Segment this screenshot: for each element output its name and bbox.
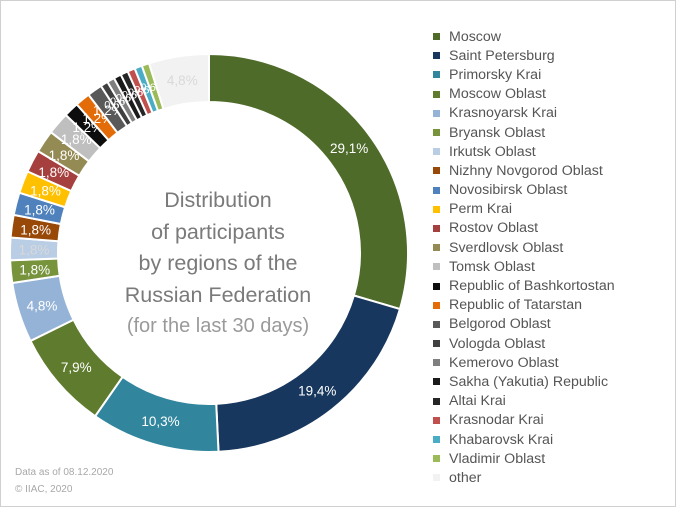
legend-swatch: [433, 109, 440, 117]
legend-label: Republic of Tatarstan: [449, 297, 583, 314]
legend-item: Vladimir Oblast: [433, 449, 615, 468]
slice-label: 1,8%: [24, 203, 55, 218]
data-date-note: Data as of 08.12.2020: [15, 467, 114, 478]
chart-subtitle: (for the last 30 days): [126, 315, 310, 337]
slice-label: 1,8%: [61, 132, 92, 147]
legend-label: Kemerovo Oblast: [449, 354, 559, 371]
legend-swatch: [433, 205, 440, 213]
legend-item: Republic of Tatarstan: [433, 296, 615, 315]
legend-swatch: [433, 148, 440, 156]
legend-label: Krasnodar Krai: [449, 412, 544, 429]
legend-item: Kemerovo Oblast: [433, 353, 615, 372]
title-line: of participants: [151, 219, 285, 244]
slice-label: 1,8%: [30, 184, 61, 199]
legend-item: Moscow: [433, 27, 615, 46]
legend-item: Krasnoyarsk Krai: [433, 104, 615, 123]
legend-item: Rostov Oblast: [433, 219, 615, 238]
legend-swatch: [433, 71, 440, 79]
legend-label: Moscow: [449, 28, 502, 45]
legend-item: Sakha (Yakutia) Republic: [433, 372, 615, 391]
legend-item: Novosibirsk Oblast: [433, 181, 615, 200]
legend-label: Bryansk Oblast: [449, 124, 546, 141]
legend-label: Saint Petersburg: [449, 47, 555, 64]
slice-label: 1,8%: [38, 165, 69, 180]
legend-swatch: [433, 416, 440, 424]
slice-label: 7,9%: [61, 360, 92, 375]
legend-item: Irkutsk Oblast: [433, 142, 615, 161]
slice-label: 4,8%: [167, 73, 198, 88]
legend-item: Bryansk Oblast: [433, 123, 615, 142]
legend-swatch: [433, 455, 440, 463]
legend-swatch: [433, 397, 440, 405]
slice-label: 1,8%: [19, 242, 50, 257]
slice-label: 29,1%: [330, 141, 368, 156]
legend-swatch: [433, 244, 440, 252]
legend-swatch: [433, 436, 440, 444]
legend-label: Nizhny Novgorod Oblast: [449, 162, 603, 179]
slice-label: 1,8%: [20, 222, 51, 237]
legend-label: Republic of Bashkortostan: [449, 278, 615, 295]
legend-swatch: [433, 33, 440, 41]
legend-label: Primorsky Krai: [449, 66, 542, 83]
legend-item: Altai Krai: [433, 392, 615, 411]
legend-swatch: [433, 167, 440, 175]
legend-swatch: [433, 474, 440, 482]
legend-swatch: [433, 301, 440, 309]
legend-label: Sverdlovsk Oblast: [449, 239, 564, 256]
legend-item: Republic of Bashkortostan: [433, 276, 615, 295]
legend-item: Tomsk Oblast: [433, 257, 615, 276]
title-line: by regions of the: [138, 251, 298, 275]
legend-item: Sverdlovsk Oblast: [433, 238, 615, 257]
copyright-note: © IIAC, 2020: [15, 484, 73, 495]
title-line: Distribution: [164, 188, 272, 212]
legend-item: Vologda Oblast: [433, 334, 615, 353]
legend-swatch: [433, 52, 440, 60]
legend-item: Moscow Oblast: [433, 85, 615, 104]
legend-label: Perm Krai: [449, 201, 513, 218]
slice-label: 19,4%: [298, 384, 336, 399]
title-line: Russian Federation: [124, 282, 312, 307]
legend-label: Vladimir Oblast: [449, 450, 546, 467]
legend-label: Moscow Oblast: [449, 86, 546, 103]
legend-label: other: [449, 469, 482, 486]
legend-swatch: [433, 129, 440, 137]
slice-label: 10,3%: [141, 414, 179, 429]
legend-swatch: [433, 282, 440, 290]
legend-item: other: [433, 468, 615, 487]
legend-swatch: [433, 186, 440, 194]
legend-item: Nizhny Novgorod Oblast: [433, 161, 615, 180]
legend-label: Altai Krai: [449, 393, 506, 410]
legend-label: Sakha (Yakutia) Republic: [449, 373, 609, 390]
legend-item: Primorsky Krai: [433, 65, 615, 84]
legend-item: Krasnodar Krai: [433, 411, 615, 430]
slice-label: 1,8%: [19, 262, 50, 277]
legend-label: Novosibirsk Oblast: [449, 182, 568, 199]
legend-label: Tomsk Oblast: [449, 258, 535, 275]
legend-swatch: [433, 340, 440, 348]
legend-label: Belgorod Oblast: [449, 316, 551, 333]
legend-item: Perm Krai: [433, 200, 615, 219]
legend-label: Khabarovsk Krai: [449, 431, 554, 448]
legend-swatch: [433, 90, 440, 98]
legend-swatch: [433, 359, 440, 367]
chart-center-title: Distribution of participants by regions …: [93, 185, 343, 343]
legend-item: Khabarovsk Krai: [433, 430, 615, 449]
legend-label: Krasnoyarsk Krai: [449, 105, 558, 122]
legend-swatch: [433, 224, 440, 232]
chart-legend: Moscow Saint Petersburg Primorsky Krai Mosc…: [433, 27, 615, 488]
legend-swatch: [433, 320, 440, 328]
legend-label: Vologda Oblast: [449, 335, 546, 352]
slice-label: 1,8%: [49, 148, 80, 163]
legend-item: Belgorod Oblast: [433, 315, 615, 334]
pie-slice: [147, 52, 210, 111]
legend-label: Irkutsk Oblast: [449, 143, 536, 160]
legend-label: Rostov Oblast: [449, 220, 539, 237]
legend-item: Saint Petersburg: [433, 46, 615, 65]
legend-swatch: [433, 378, 440, 386]
legend-swatch: [433, 263, 440, 271]
slice-label: 4,8%: [27, 298, 58, 313]
